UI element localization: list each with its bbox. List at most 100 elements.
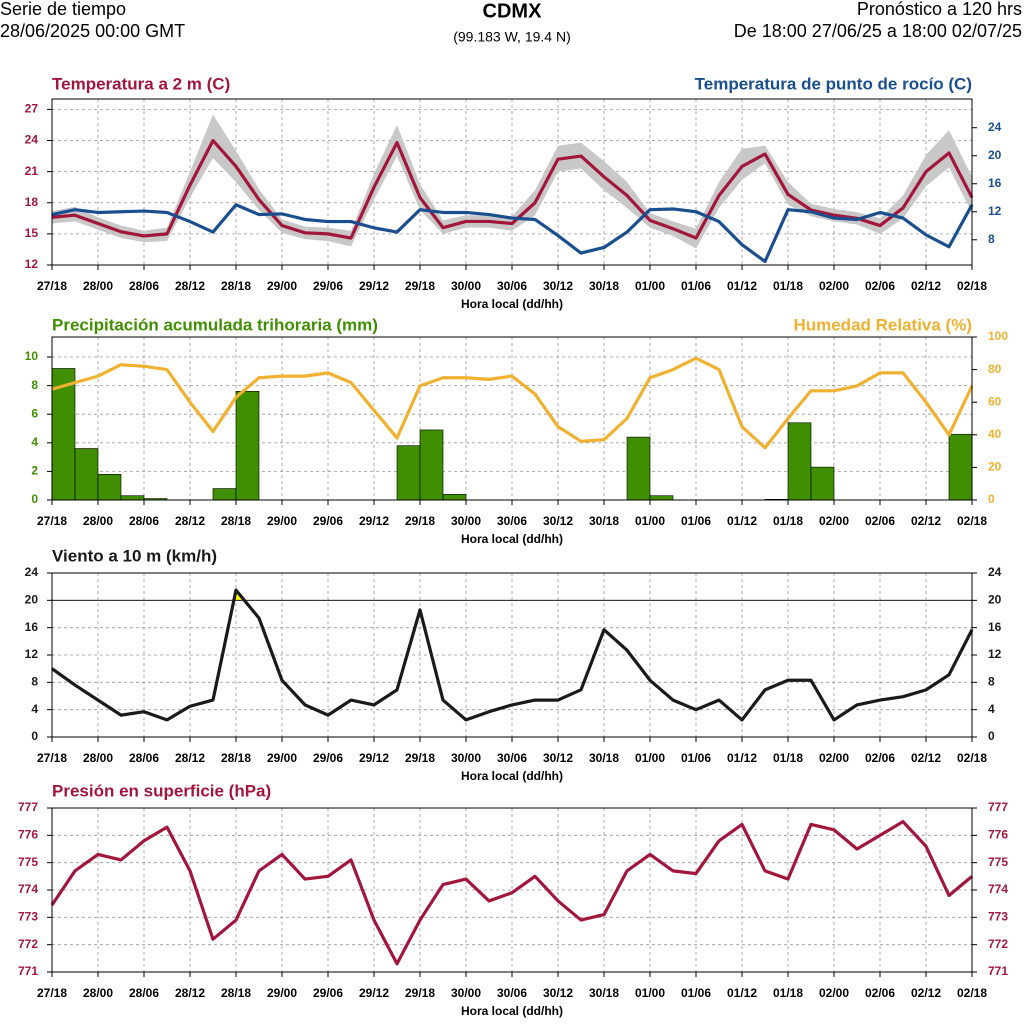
x-tick-label: 28/00 — [83, 514, 113, 528]
x-tick-label: 01/12 — [727, 514, 757, 528]
x-tick-label: 01/12 — [727, 751, 757, 765]
x-tick-label: 29/00 — [267, 751, 297, 765]
y2-tick-label: 60 — [988, 394, 1002, 408]
y-tick-label: 2 — [31, 464, 38, 478]
plot-frame — [51, 98, 973, 266]
y2-tick-label: 777 — [988, 800, 1008, 814]
x-axis-label: Hora local (dd/hh) — [461, 769, 563, 783]
x-tick-label: 29/12 — [359, 986, 389, 1000]
x-tick-label: 01/00 — [635, 279, 665, 293]
y-tick-label: 771 — [18, 964, 38, 978]
plot-frame — [51, 336, 973, 501]
x-tick-label: 29/12 — [359, 279, 389, 293]
bar — [97, 473, 122, 501]
y-tick-label: 0 — [31, 492, 38, 506]
x-tick-label: 28/06 — [129, 279, 159, 293]
series-line — [51, 356, 974, 450]
y-tick-label: 773 — [18, 910, 38, 924]
y2-tick-label: 12 — [988, 647, 1002, 661]
y-tick-label: 15 — [25, 226, 39, 240]
x-tick-label: 01/18 — [773, 279, 803, 293]
x-tick-label: 27/18 — [37, 279, 67, 293]
x-tick-label: 01/18 — [773, 986, 803, 1000]
y2-tick-label: 775 — [988, 855, 1008, 869]
x-tick-label: 02/00 — [819, 514, 849, 528]
x-tick-label: 02/00 — [819, 986, 849, 1000]
y-tick-label: 8 — [31, 378, 38, 392]
x-tick-label: 02/12 — [911, 986, 941, 1000]
x-tick-label: 29/18 — [405, 751, 435, 765]
y-tick-label: 27 — [25, 102, 39, 116]
plot-frame — [51, 572, 973, 738]
y2-tick-label: 773 — [988, 910, 1008, 924]
x-tick-label: 02/12 — [911, 751, 941, 765]
x-tick-label: 28/00 — [83, 986, 113, 1000]
x-tick-label: 29/06 — [313, 279, 343, 293]
x-tick-label: 01/00 — [635, 986, 665, 1000]
x-tick-label: 30/12 — [543, 751, 573, 765]
y2-tick-label: 0 — [988, 729, 995, 743]
y2-tick-label: 16 — [988, 620, 1002, 634]
x-tick-label: 01/06 — [681, 514, 711, 528]
plot-frame — [51, 807, 973, 973]
series-line — [50, 820, 974, 966]
x-tick-label: 01/06 — [681, 279, 711, 293]
x-tick-label: 28/12 — [175, 986, 205, 1000]
x-tick-label: 02/06 — [865, 986, 895, 1000]
y-tick-label: 0 — [31, 729, 38, 743]
x-tick-label: 29/18 — [405, 986, 435, 1000]
x-tick-label: 28/12 — [175, 279, 205, 293]
header-right-2: De 18:00 27/06/25 a 18:00 02/07/25 — [734, 21, 1022, 41]
x-tick-label: 02/18 — [957, 514, 987, 528]
y-tick-label: 16 — [25, 620, 39, 634]
x-tick-label: 02/12 — [911, 514, 941, 528]
spread-band — [52, 114, 972, 249]
x-tick-label: 01/12 — [727, 279, 757, 293]
header-title: CDMX — [483, 0, 543, 22]
bar — [787, 422, 812, 501]
x-tick-label: 29/06 — [313, 986, 343, 1000]
panel-title: Precipitación acumulada trihoraria (mm) — [52, 315, 378, 334]
x-tick-label: 01/18 — [773, 751, 803, 765]
x-tick-label: 28/12 — [175, 514, 205, 528]
y2-tick-label: 80 — [988, 362, 1002, 376]
y-tick-label: 777 — [18, 800, 38, 814]
bar — [235, 391, 260, 501]
x-tick-label: 02/00 — [819, 751, 849, 765]
x-tick-label: 27/18 — [37, 986, 67, 1000]
bar — [626, 436, 651, 501]
x-tick-label: 30/00 — [451, 279, 481, 293]
x-axis-label: Hora local (dd/hh) — [461, 532, 563, 546]
x-tick-label: 02/18 — [957, 751, 987, 765]
x-tick-label: 28/00 — [83, 279, 113, 293]
y-tick-label: 24 — [25, 565, 39, 579]
y-tick-label: 18 — [25, 195, 39, 209]
x-tick-label: 02/00 — [819, 279, 849, 293]
x-tick-label: 29/06 — [313, 514, 343, 528]
x-tick-label: 29/12 — [359, 751, 389, 765]
x-tick-label: 28/18 — [221, 751, 251, 765]
panel-title: Temperatura a 2 m (C) — [52, 74, 230, 93]
x-tick-label: 29/12 — [359, 514, 389, 528]
x-tick-label: 30/06 — [497, 751, 527, 765]
x-tick-label: 01/00 — [635, 514, 665, 528]
x-tick-label: 28/18 — [221, 986, 251, 1000]
x-tick-label: 30/18 — [589, 514, 619, 528]
panel-title: Viento a 10 m (km/h) — [52, 546, 217, 565]
y-tick-label: 6 — [31, 406, 38, 420]
x-tick-label: 28/06 — [129, 986, 159, 1000]
bar — [442, 493, 467, 501]
x-tick-label: 28/18 — [221, 279, 251, 293]
y-tick-label: 12 — [25, 647, 39, 661]
y2-tick-label: 0 — [988, 492, 995, 506]
panel-title: Presión en superficie (hPa) — [52, 781, 271, 800]
x-tick-label: 30/06 — [497, 986, 527, 1000]
y2-tick-label: 12 — [988, 204, 1002, 218]
bar — [948, 433, 973, 501]
y2-tick-label: 20 — [988, 593, 1002, 607]
header-right-1: Pronóstico a 120 hrs — [857, 0, 1022, 19]
x-axis-label: Hora local (dd/hh) — [461, 1004, 563, 1018]
x-tick-label: 27/18 — [37, 514, 67, 528]
y2-tick-label: 16 — [988, 176, 1002, 190]
